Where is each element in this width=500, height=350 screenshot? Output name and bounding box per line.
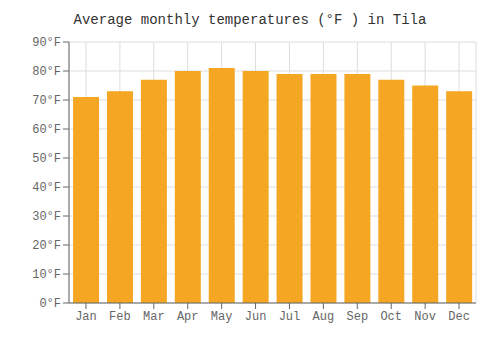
svg-text:80°F: 80°F <box>32 65 61 79</box>
svg-text:90°F: 90°F <box>32 36 61 50</box>
svg-text:Apr: Apr <box>177 310 199 324</box>
svg-text:Aug: Aug <box>313 310 335 324</box>
svg-text:0°F: 0°F <box>39 297 61 311</box>
svg-text:Jun: Jun <box>245 310 267 324</box>
svg-text:Jan: Jan <box>75 310 97 324</box>
svg-text:50°F: 50°F <box>32 152 61 166</box>
svg-text:May: May <box>211 310 233 324</box>
svg-text:Feb: Feb <box>109 310 131 324</box>
svg-text:Nov: Nov <box>414 310 436 324</box>
svg-text:40°F: 40°F <box>32 181 61 195</box>
svg-text:60°F: 60°F <box>32 123 61 137</box>
svg-text:30°F: 30°F <box>32 210 61 224</box>
svg-text:20°F: 20°F <box>32 239 61 253</box>
svg-text:70°F: 70°F <box>32 94 61 108</box>
svg-text:Dec: Dec <box>448 310 470 324</box>
svg-text:Oct: Oct <box>380 310 402 324</box>
html-text:Average monthly temperatures (: Average monthly temperatures (°F ) in Ti… <box>73 12 427 28</box>
svg-text:Mar: Mar <box>143 310 165 324</box>
svg-text:10°F: 10°F <box>32 268 61 282</box>
svg-text:Jul: Jul <box>279 310 301 324</box>
svg-text:Sep: Sep <box>346 310 368 324</box>
